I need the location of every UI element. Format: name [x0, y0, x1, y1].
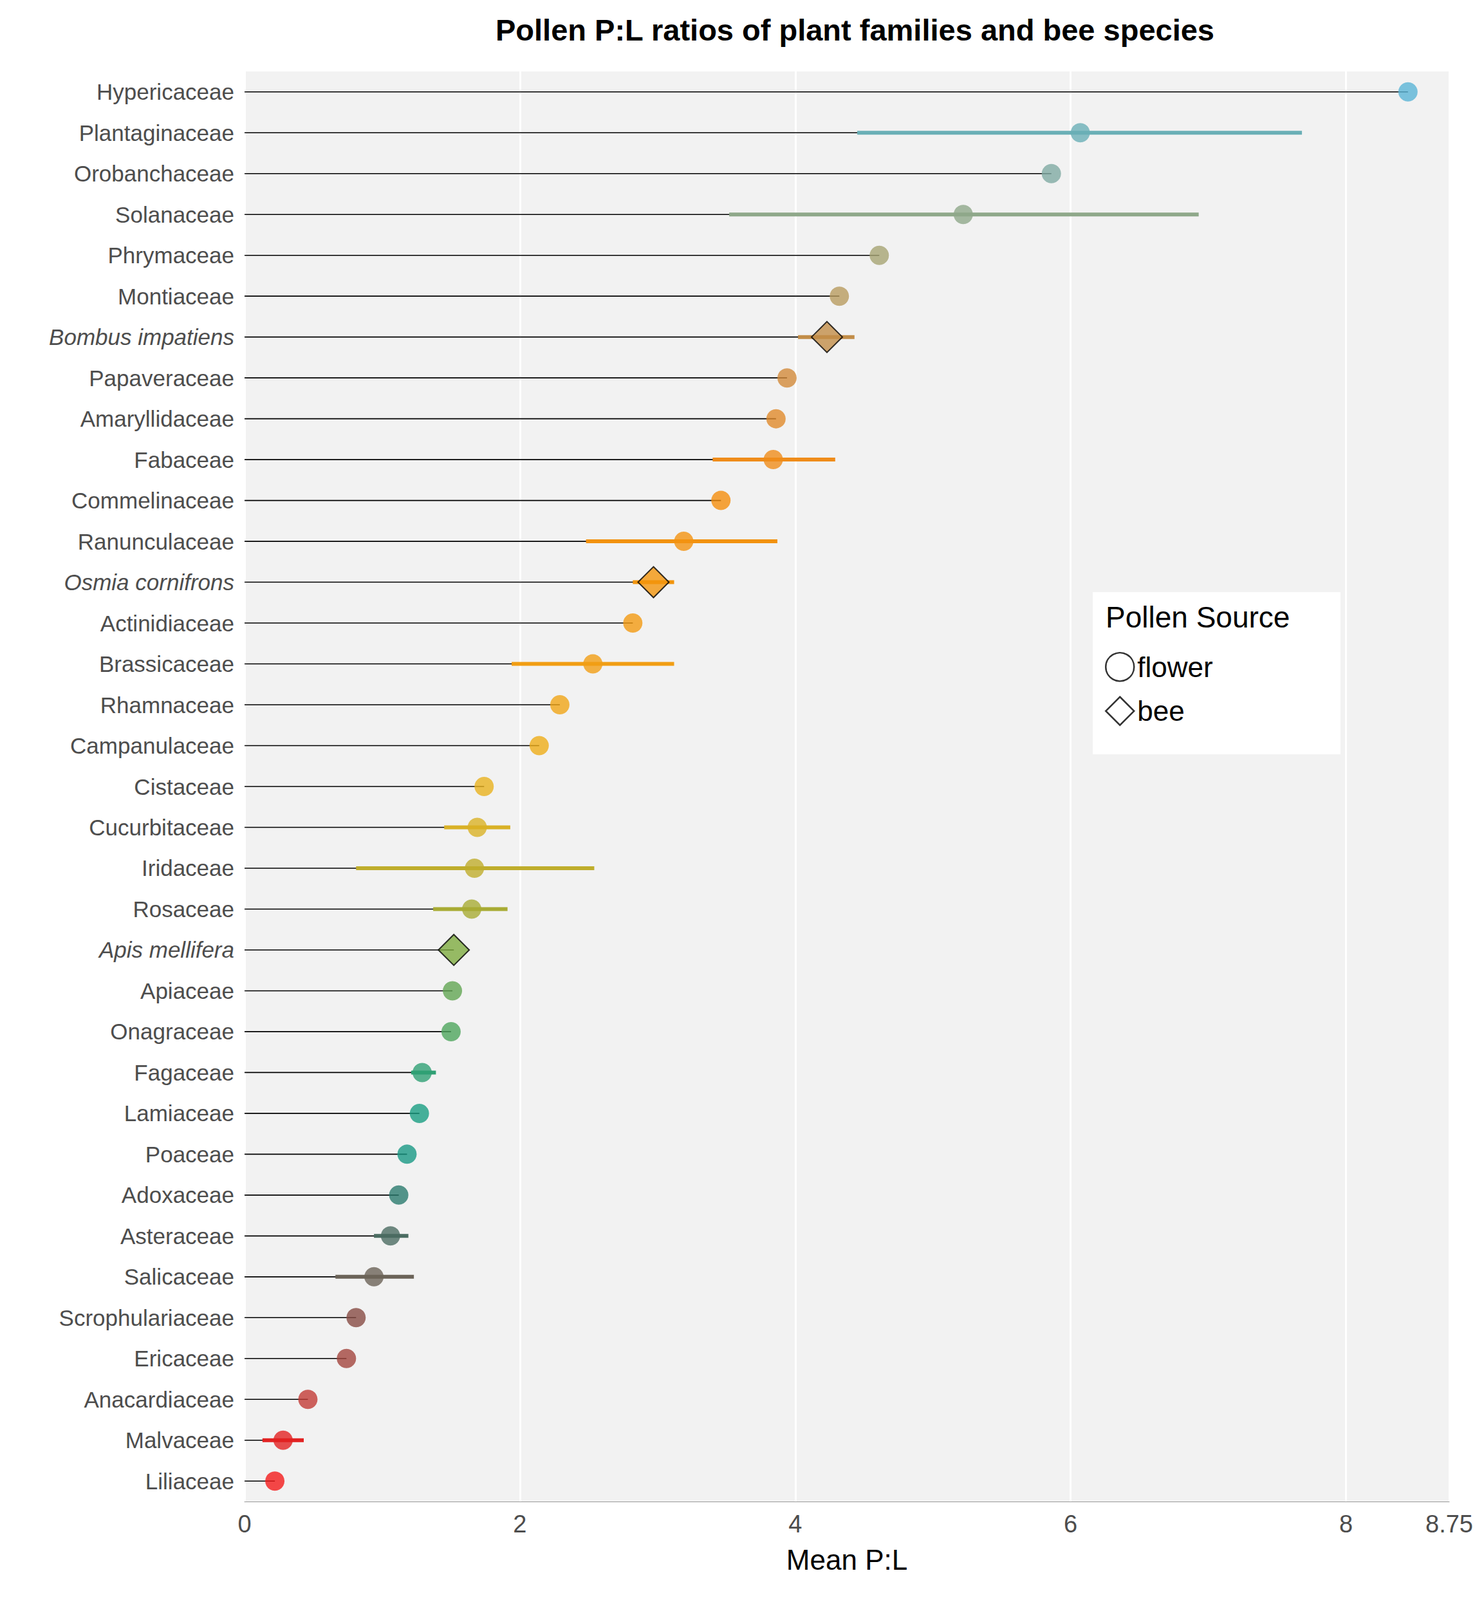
svg-text:flower: flower: [1137, 651, 1213, 683]
svg-text:Apiaceae: Apiaceae: [140, 978, 235, 1004]
svg-text:Orobanchaceae: Orobanchaceae: [74, 160, 235, 186]
svg-text:Pollen P:L ratios of plant fam: Pollen P:L ratios of plant families and …: [495, 12, 1215, 47]
svg-text:Campanulaceae: Campanulaceae: [70, 732, 235, 759]
svg-text:Fagaceae: Fagaceae: [133, 1059, 235, 1086]
svg-text:Commelinaceae: Commelinaceae: [71, 487, 235, 513]
svg-text:Iridaceae: Iridaceae: [141, 855, 235, 881]
svg-text:Anacardiaceae: Anacardiaceae: [84, 1386, 235, 1412]
svg-text:Onagraceae: Onagraceae: [110, 1018, 235, 1044]
svg-text:Brassicaceae: Brassicaceae: [99, 651, 235, 677]
svg-text:Cucurbitaceae: Cucurbitaceae: [88, 814, 235, 840]
svg-text:Apis mellifera: Apis mellifera: [97, 936, 235, 963]
svg-text:Papaveraceae: Papaveraceae: [88, 365, 235, 391]
svg-text:Scrophulariaceae: Scrophulariaceae: [59, 1305, 235, 1331]
svg-text:Liliaceae: Liliaceae: [145, 1468, 235, 1494]
svg-text:Cistaceae: Cistaceae: [133, 774, 235, 800]
svg-text:Hypericaceae: Hypericaceae: [96, 79, 235, 105]
svg-text:Rosaceae: Rosaceae: [132, 896, 235, 922]
svg-text:Poaceae: Poaceae: [145, 1141, 235, 1167]
svg-text:Rhamnaceae: Rhamnaceae: [100, 692, 235, 718]
svg-text:Actinidiaceae: Actinidiaceae: [100, 610, 235, 636]
svg-text:Asteraceae: Asteraceae: [120, 1223, 235, 1249]
svg-text:Phrymaceae: Phrymaceae: [108, 242, 235, 268]
svg-text:Osmia cornifrons: Osmia cornifrons: [63, 569, 235, 595]
svg-text:Malvaceae: Malvaceae: [125, 1427, 235, 1453]
svg-text:0: 0: [237, 1510, 251, 1538]
svg-text:Ericaceae: Ericaceae: [133, 1345, 235, 1371]
svg-text:8: 8: [1339, 1510, 1353, 1538]
svg-text:6: 6: [1063, 1510, 1078, 1538]
svg-text:Amaryllidaceae: Amaryllidaceae: [80, 406, 235, 432]
svg-text:Mean P:L: Mean P:L: [786, 1543, 908, 1576]
svg-text:Bombus impatiens: Bombus impatiens: [48, 324, 235, 350]
svg-text:Ranunculaceae: Ranunculaceae: [77, 528, 235, 555]
svg-text:Fabaceae: Fabaceae: [133, 447, 235, 473]
svg-text:Salicaceae: Salicaceae: [124, 1263, 235, 1290]
svg-text:bee: bee: [1137, 695, 1185, 727]
svg-text:Adoxaceae: Adoxaceae: [121, 1182, 235, 1208]
svg-text:Montiaceae: Montiaceae: [117, 283, 235, 309]
svg-text:Lamiaceae: Lamiaceae: [124, 1100, 235, 1126]
svg-text:Pollen Source: Pollen Source: [1105, 600, 1290, 634]
svg-text:Solanaceae: Solanaceae: [115, 202, 235, 228]
svg-text:8.75: 8.75: [1425, 1510, 1474, 1538]
svg-text:2: 2: [512, 1510, 527, 1538]
svg-text:4: 4: [788, 1510, 802, 1538]
svg-text:Plantaginaceae: Plantaginaceae: [79, 120, 235, 146]
